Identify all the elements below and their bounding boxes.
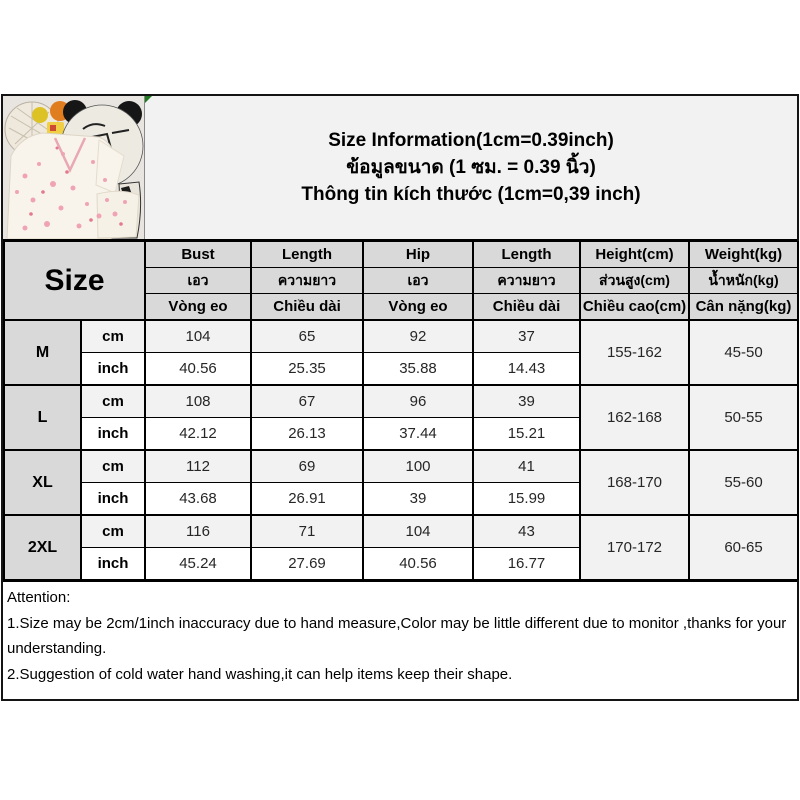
attention-heading: Attention:	[7, 589, 71, 606]
table-row: M cm 104 65 92 37 155-162 45-50	[3, 319, 799, 386]
title-vietnamese: Thông tin kích thước (1cm=0,39 inch)	[301, 184, 641, 205]
column-header-bust-vi: Vòng eo	[144, 293, 252, 321]
table-row: 2XL cm 116 71 104 43 170-172 60-65	[3, 514, 799, 580]
column-header-length2-vi: Chiều dài	[472, 293, 581, 321]
column-header-weight-th: น้ำหนัก(kg)	[688, 267, 799, 294]
cm-value-cell: 37	[472, 319, 581, 353]
cm-value-cell: 67	[250, 384, 364, 418]
table-row: L cm 108 67 96 39 162-168 50-55	[3, 384, 799, 451]
excel-flag-icon	[145, 96, 152, 103]
attention-note-2: 2.Suggestion of cold water hand washing,…	[7, 665, 513, 683]
inch-value-cell: 35.88	[362, 352, 474, 386]
unit-cell: inch	[80, 482, 146, 516]
table-row: inch 43.68 26.91 39 15.99	[4, 482, 798, 516]
column-header-weight-vi: Cân nặng(kg)	[688, 293, 799, 321]
size-header-cell: Size	[3, 241, 146, 321]
attention-note-1: 1.Size may be 2cm/1inch inaccuracy due t…	[7, 614, 787, 658]
inch-value-cell: 37.44	[362, 417, 474, 451]
weight-cell: 45-50	[688, 319, 799, 386]
inch-value-cell: 25.35	[250, 352, 364, 386]
cm-value-cell: 92	[362, 319, 474, 353]
size-label-2xl: 2XL	[3, 514, 82, 580]
cm-value-cell: 43	[472, 514, 581, 548]
inch-value-cell: 39	[362, 482, 474, 516]
size-table: Size Bust Length Hip Length Height(cm) W…	[3, 241, 799, 580]
table-row: inch 45.24 27.69 40.56 16.77	[4, 547, 798, 580]
inch-value-cell: 14.43	[472, 352, 581, 386]
column-header-bust-th: เอว	[144, 267, 252, 294]
column-header-length: Length	[250, 241, 364, 268]
inch-value-cell: 15.21	[472, 417, 581, 451]
unit-cell: cm	[80, 384, 146, 418]
inch-value-cell: 45.24	[144, 547, 252, 580]
title-english: Size Information(1cm=0.39inch)	[328, 130, 614, 151]
height-cell: 162-168	[579, 384, 690, 451]
table-row: inch 42.12 26.13 37.44 15.21	[4, 417, 798, 451]
product-photo-illustration	[3, 96, 144, 239]
cm-value-cell: 116	[144, 514, 252, 548]
cm-value-cell: 71	[250, 514, 364, 548]
cm-value-cell: 112	[144, 449, 252, 483]
column-header-length2: Length	[472, 241, 581, 268]
cm-value-cell: 104	[144, 319, 252, 353]
inch-value-cell: 42.12	[144, 417, 252, 451]
cm-value-cell: 39	[472, 384, 581, 418]
size-label-xl: XL	[3, 449, 82, 516]
inch-value-cell: 40.56	[362, 547, 474, 580]
product-photo	[3, 96, 145, 239]
unit-cell: cm	[80, 319, 146, 353]
column-header-hip-vi: Vòng eo	[362, 293, 474, 321]
height-cell: 170-172	[579, 514, 690, 580]
header-section: Size Information(1cm=0.39inch) ข้อมูลขนา…	[3, 96, 797, 241]
unit-cell: inch	[80, 352, 146, 386]
column-header-length-th: ความยาว	[250, 267, 364, 294]
cm-value-cell: 41	[472, 449, 581, 483]
column-header-bust: Bust	[144, 241, 252, 268]
height-cell: 155-162	[579, 319, 690, 386]
unit-cell: cm	[80, 514, 146, 548]
table-row: XL cm 112 69 100 41 168-170 55-60	[3, 449, 799, 516]
inch-value-cell: 15.99	[472, 482, 581, 516]
column-header-height-vi: Chiều cao(cm)	[579, 293, 690, 321]
column-header-height-th: ส่วนสูง(cm)	[579, 267, 690, 294]
cm-value-cell: 108	[144, 384, 252, 418]
weight-cell: 60-65	[688, 514, 799, 580]
cm-value-cell: 96	[362, 384, 474, 418]
cm-value-cell: 104	[362, 514, 474, 548]
inch-value-cell: 16.77	[472, 547, 581, 580]
column-header-length2-th: ความยาว	[472, 267, 581, 294]
weight-cell: 50-55	[688, 384, 799, 451]
table-row: inch 40.56 25.35 35.88 14.43	[4, 352, 798, 386]
unit-cell: inch	[80, 417, 146, 451]
cm-value-cell: 100	[362, 449, 474, 483]
column-header-height: Height(cm)	[579, 241, 690, 268]
column-header-weight: Weight(kg)	[688, 241, 799, 268]
inch-value-cell: 27.69	[250, 547, 364, 580]
unit-cell: inch	[80, 547, 146, 580]
unit-cell: cm	[80, 449, 146, 483]
table-header-row-vi: Vòng eo Chiều dài Vòng eo Chiều dài Chiề…	[4, 293, 799, 321]
column-header-hip: Hip	[362, 241, 474, 268]
inch-value-cell: 26.13	[250, 417, 364, 451]
attention-section: Attention: 1.Size may be 2cm/1inch inacc…	[3, 580, 797, 699]
size-info-title-cell: Size Information(1cm=0.39inch) ข้อมูลขนา…	[145, 96, 797, 239]
table-header-row-th: เอว ความยาว เอว ความยาว ส่วนสูง(cm) น้ำห…	[4, 267, 799, 294]
size-label-l: L	[3, 384, 82, 451]
size-label-m: M	[3, 319, 82, 386]
column-header-hip-th: เอว	[362, 267, 474, 294]
column-header-length-vi: Chiều dài	[250, 293, 364, 321]
size-chart-panel: Size Information(1cm=0.39inch) ข้อมูลขนา…	[1, 94, 799, 701]
title-thai: ข้อมูลขนาด (1 ซม. = 0.39 นิ้ว)	[346, 157, 596, 178]
inch-value-cell: 43.68	[144, 482, 252, 516]
cm-value-cell: 65	[250, 319, 364, 353]
cm-value-cell: 69	[250, 449, 364, 483]
inch-value-cell: 40.56	[144, 352, 252, 386]
table-header-row-en: Size Bust Length Hip Length Height(cm) W…	[3, 241, 799, 321]
inch-value-cell: 26.91	[250, 482, 364, 516]
height-cell: 168-170	[579, 449, 690, 516]
weight-cell: 55-60	[688, 449, 799, 516]
